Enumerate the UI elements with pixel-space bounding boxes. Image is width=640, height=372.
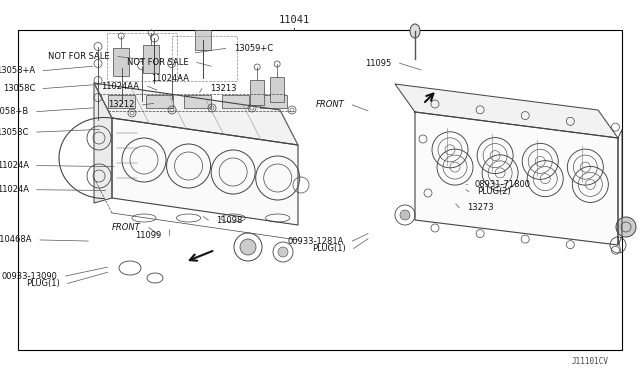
Text: 13212: 13212 xyxy=(108,100,134,109)
Text: 13058+B: 13058+B xyxy=(0,107,29,116)
Polygon shape xyxy=(94,83,112,203)
Text: FRONT: FRONT xyxy=(112,223,141,232)
Text: 11095: 11095 xyxy=(365,59,392,68)
Text: 11024AA: 11024AA xyxy=(151,74,189,83)
Text: NOT FOR SALE: NOT FOR SALE xyxy=(127,58,189,67)
Bar xyxy=(107,33,177,81)
Circle shape xyxy=(240,239,256,255)
Bar xyxy=(146,95,173,108)
Bar xyxy=(270,77,284,102)
Bar xyxy=(143,45,159,73)
Text: PLUG(2): PLUG(2) xyxy=(477,187,511,196)
Text: 11024AA: 11024AA xyxy=(102,82,140,91)
Text: 13273: 13273 xyxy=(467,203,494,212)
Text: 11041: 11041 xyxy=(278,15,310,25)
Bar xyxy=(260,95,287,108)
Bar xyxy=(172,36,237,81)
Polygon shape xyxy=(415,112,618,245)
Bar xyxy=(184,95,211,108)
Text: PLUG(1): PLUG(1) xyxy=(312,244,346,253)
Text: 11098: 11098 xyxy=(216,216,243,225)
Text: 00933-13090: 00933-13090 xyxy=(2,272,58,280)
Text: 13058+A: 13058+A xyxy=(0,66,35,75)
Circle shape xyxy=(400,210,410,220)
Text: 13058C: 13058C xyxy=(3,84,35,93)
Text: PLUG(1): PLUG(1) xyxy=(26,279,60,288)
Text: 11024A: 11024A xyxy=(0,161,29,170)
Bar xyxy=(113,48,129,76)
Text: FRONT: FRONT xyxy=(316,100,344,109)
Polygon shape xyxy=(112,118,298,225)
Circle shape xyxy=(616,217,636,237)
Bar xyxy=(222,95,248,108)
Text: 13058C: 13058C xyxy=(0,128,29,137)
Text: J11101CV: J11101CV xyxy=(572,357,609,366)
Bar xyxy=(18,30,622,350)
Text: 11024A: 11024A xyxy=(0,185,29,194)
Text: 13059+C: 13059+C xyxy=(234,44,273,53)
Circle shape xyxy=(278,247,288,257)
Text: 00933-1281A: 00933-1281A xyxy=(288,237,344,246)
Text: 11099: 11099 xyxy=(135,231,161,240)
Text: 08931-71800: 08931-71800 xyxy=(475,180,531,189)
Text: 13213: 13213 xyxy=(210,84,236,93)
Polygon shape xyxy=(94,83,298,145)
Polygon shape xyxy=(395,84,618,138)
Bar xyxy=(250,80,264,105)
Bar xyxy=(195,30,211,50)
Text: NOT FOR SALE: NOT FOR SALE xyxy=(49,52,110,61)
Bar xyxy=(108,95,135,108)
Text: 110468A: 110468A xyxy=(0,235,32,244)
Ellipse shape xyxy=(410,24,420,38)
